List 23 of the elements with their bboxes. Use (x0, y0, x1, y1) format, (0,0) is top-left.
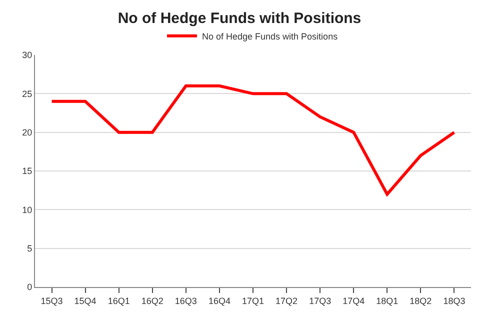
y-tick-label: 30 (22, 50, 32, 60)
x-tick-label: 16Q3 (174, 296, 197, 306)
x-tick-label: 17Q1 (242, 296, 264, 306)
x-tick-label: 16Q4 (208, 296, 230, 306)
x-tick-label: 15Q3 (40, 296, 63, 306)
x-tick-label: 16Q2 (141, 296, 164, 306)
x-tick-label: 18Q2 (410, 296, 432, 306)
y-tick-label: 5 (27, 243, 32, 254)
y-tick-label: 10 (22, 204, 32, 215)
x-tick-label: 15Q4 (74, 296, 96, 306)
y-tick-label: 25 (22, 88, 32, 99)
x-tick-label: 17Q4 (342, 296, 365, 306)
legend-label: No of Hedge Funds with Positions (202, 31, 338, 42)
x-tick-label: 18Q3 (443, 296, 466, 306)
chart-title: No of Hedge Funds with Positions (118, 10, 362, 28)
y-tick-label: 0 (27, 282, 32, 292)
x-tick-label: 16Q1 (108, 296, 130, 306)
x-tick-label: 18Q1 (376, 296, 398, 306)
y-tick-label: 20 (22, 127, 32, 138)
line-series (50, 84, 456, 196)
y-tick-label: 15 (22, 166, 32, 176)
x-tick-label: 17Q2 (276, 296, 298, 306)
x-tick-label: 17Q3 (309, 296, 332, 306)
